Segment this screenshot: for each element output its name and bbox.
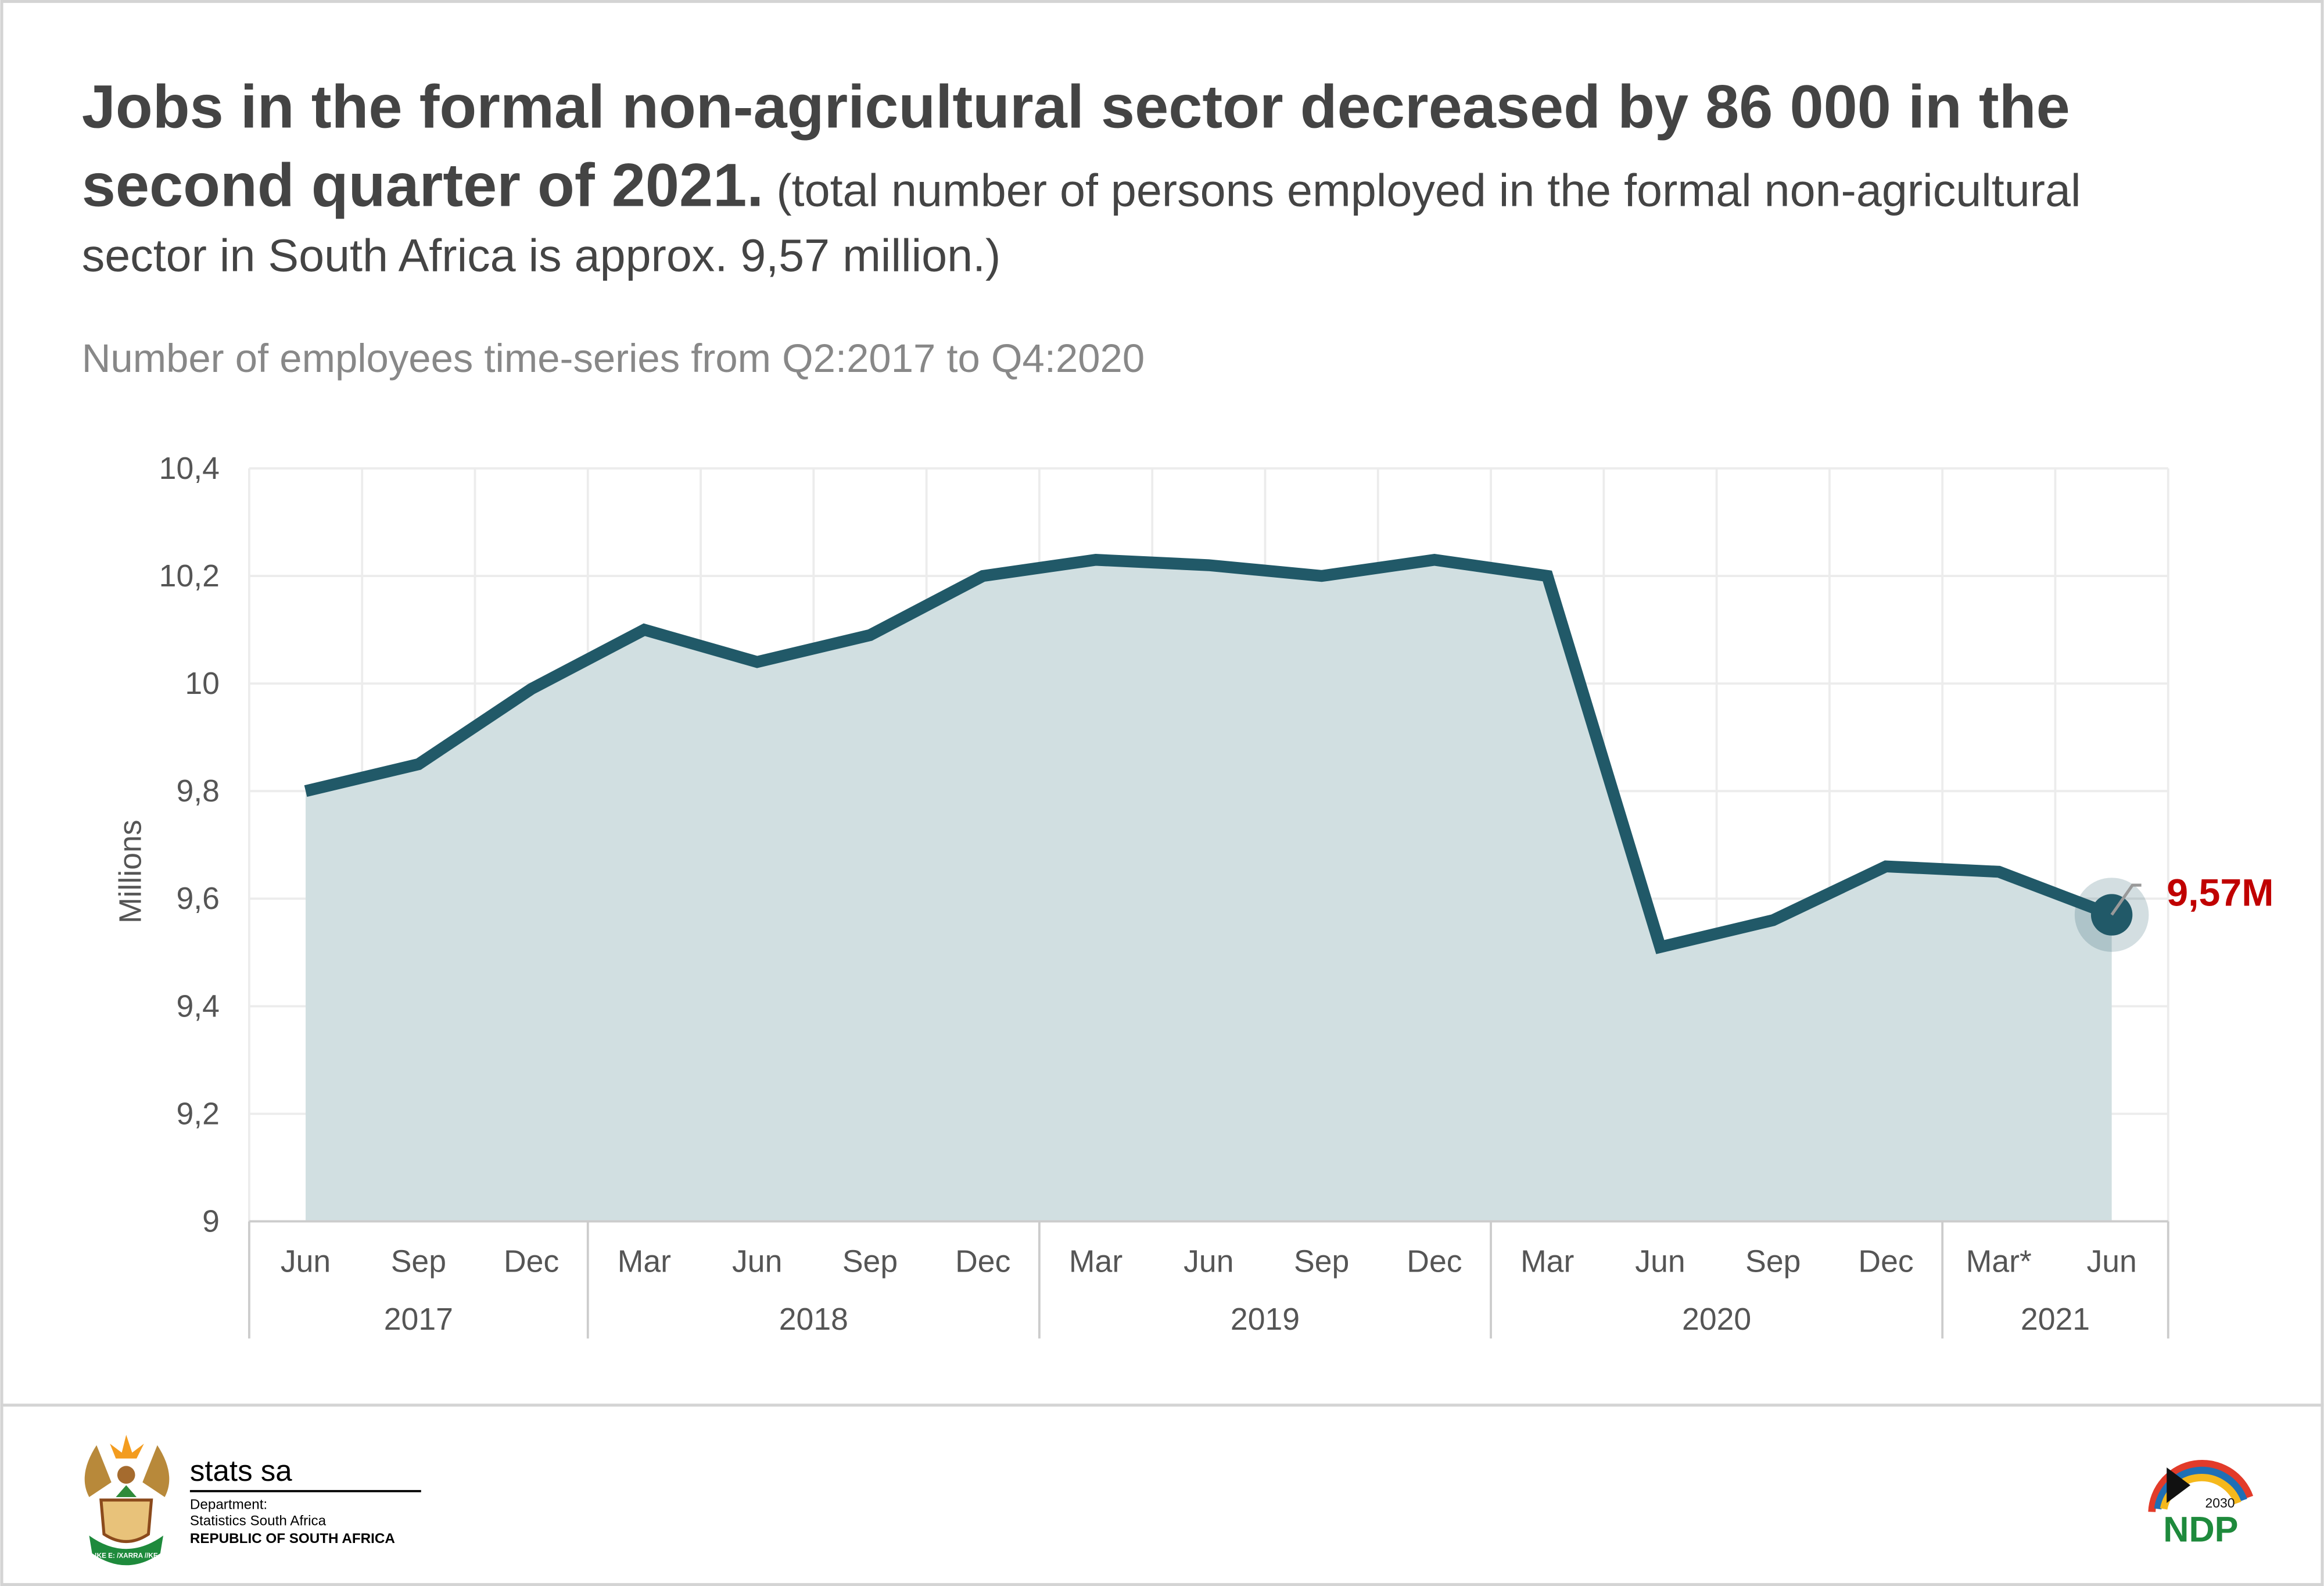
- x-tick-label: Dec: [1858, 1244, 1913, 1279]
- year-label: 2021: [2021, 1302, 2090, 1337]
- annotation-leader: [2110, 883, 2142, 916]
- y-tick-label: 10: [185, 667, 220, 701]
- x-tick-label: Sep: [1745, 1244, 1801, 1279]
- x-tick-label: Jun: [1635, 1244, 1685, 1279]
- chart: 9 9,2 9,4 9,6 9,8 10 10,2 10,4 Jun Sep Dec Mar Jun Se…: [159, 452, 2273, 1339]
- x-tick-label: Jun: [2086, 1244, 2136, 1279]
- area-fill: [306, 560, 2112, 1222]
- title-line-2: second quarter of 2021. (total number of…: [82, 152, 2081, 220]
- title-bold-part: second quarter of 2021.: [82, 152, 764, 220]
- x-tick-label: Mar*: [1966, 1244, 2032, 1279]
- brand-name: stats sa: [190, 1454, 292, 1487]
- x-tick-label: Mar: [1520, 1244, 1574, 1279]
- ndp-2030-logo: 2030 NDP: [2148, 1459, 2254, 1549]
- org-name: Statistics South Africa: [190, 1513, 327, 1528]
- dept-label: Department:: [190, 1497, 267, 1512]
- title-normal-part: (total number of persons employed in the…: [763, 164, 2081, 216]
- x-tick-label: Sep: [1294, 1244, 1349, 1279]
- year-label: 2018: [779, 1302, 848, 1337]
- x-tick-label: Dec: [1407, 1244, 1462, 1279]
- x-tick-label: Sep: [391, 1244, 446, 1279]
- year-label: 2017: [384, 1302, 453, 1337]
- y-tick-label: 9: [202, 1204, 220, 1238]
- x-tick-label: Mar: [618, 1244, 671, 1279]
- y-tick-label: 10,2: [159, 559, 220, 593]
- x-tick-label: Sep: [842, 1244, 898, 1279]
- ndp-year: 2030: [2205, 1495, 2235, 1510]
- y-tick-label: 9,8: [176, 774, 219, 808]
- title-line-1: Jobs in the formal non-agricultural sect…: [82, 73, 2070, 141]
- y-tick-label: 9,2: [176, 1097, 219, 1131]
- x-tick-label: Mar: [1069, 1244, 1122, 1279]
- title-line-3: sector in South Africa is approx. 9,57 m…: [82, 230, 1001, 281]
- coat-of-arms-logo: !KE E: /XARRA //KE: [84, 1434, 170, 1566]
- y-axis-label: Millions: [114, 819, 148, 923]
- x-tick-label: Dec: [504, 1244, 559, 1279]
- country-name: REPUBLIC OF SOUTH AFRICA: [190, 1531, 395, 1546]
- x-tick-label: Jun: [1183, 1244, 1233, 1279]
- ndp-text: NDP: [2163, 1509, 2238, 1549]
- coat-of-arms-motto: !KE E: /XARRA //KE: [95, 1552, 158, 1560]
- x-tick-label: Jun: [732, 1244, 782, 1279]
- series-line: [304, 553, 2114, 954]
- y-tick-label: 10,4: [159, 452, 220, 486]
- y-tick-label: 9,4: [176, 989, 219, 1023]
- annotation-label: 9,57M: [2167, 871, 2273, 914]
- x-tick-label: Jun: [281, 1244, 331, 1279]
- x-tick-label: Dec: [955, 1244, 1010, 1279]
- year-label: 2019: [1231, 1302, 1300, 1337]
- y-tick-label: 9,6: [176, 882, 219, 916]
- year-label: 2020: [1682, 1302, 1751, 1337]
- subtitle: Number of employees time-series from Q2:…: [82, 336, 1145, 381]
